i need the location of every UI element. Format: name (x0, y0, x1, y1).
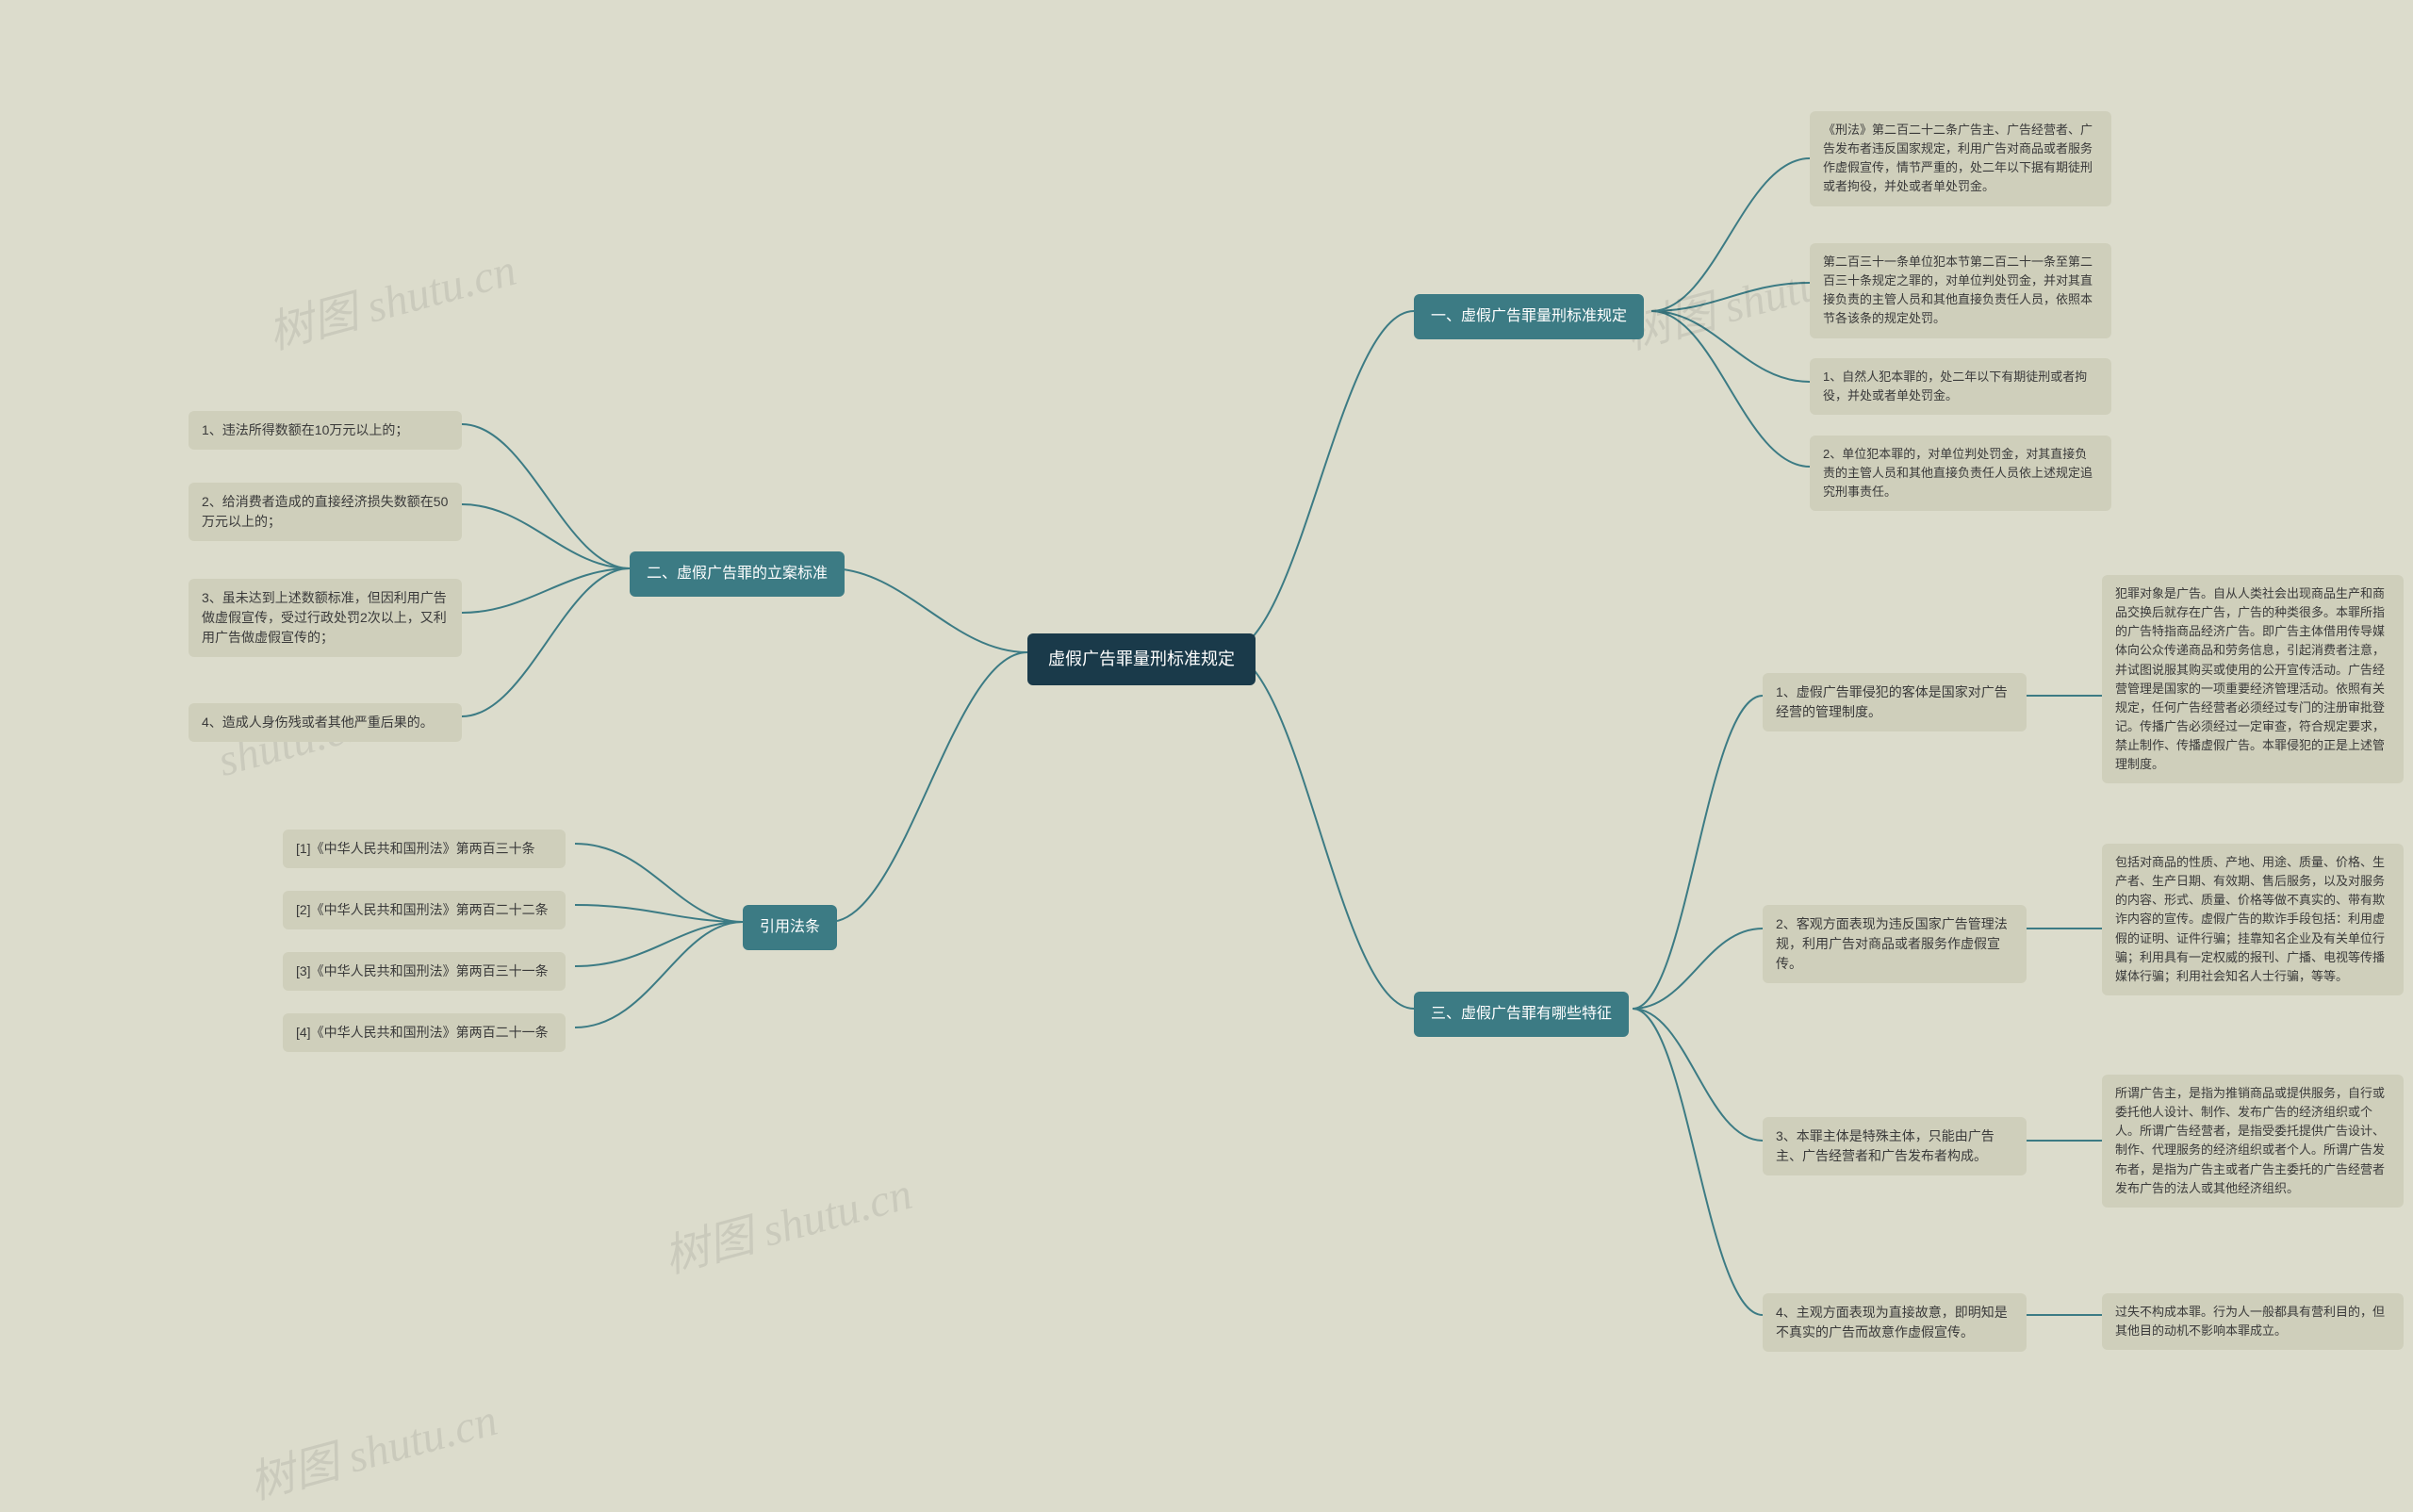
leaf-b3-2: 2、客观方面表现为违反国家广告管理法规，利用广告对商品或者服务作虚假宣传。 (1763, 905, 2027, 983)
leaf-b3-1-detail: 犯罪对象是广告。自从人类社会出现商品生产和商品交换后就存在广告，广告的种类很多。… (2102, 575, 2404, 783)
leaf-b4-1: [1]《中华人民共和国刑法》第两百三十条 (283, 830, 566, 868)
branch-characteristics[interactable]: 三、虚假广告罪有哪些特征 (1414, 992, 1629, 1037)
leaf-b3-3: 3、本罪主体是特殊主体，只能由广告主、广告经营者和广告发布者构成。 (1763, 1117, 2027, 1175)
leaf-b3-1: 1、虚假广告罪侵犯的客体是国家对广告经营的管理制度。 (1763, 673, 2027, 731)
branch-filing-standard[interactable]: 二、虚假广告罪的立案标准 (630, 551, 845, 597)
leaf-b4-3: [3]《中华人民共和国刑法》第两百三十一条 (283, 952, 566, 991)
leaf-b3-2-detail: 包括对商品的性质、产地、用途、质量、价格、生产者、生产日期、有效期、售后服务，以… (2102, 844, 2404, 995)
leaf-b2-3: 3、虽未达到上述数额标准，但因利用广告做虚假宣传，受过行政处罚2次以上，又利用广… (189, 579, 462, 657)
leaf-b4-2: [2]《中华人民共和国刑法》第两百二十二条 (283, 891, 566, 929)
branch-sentencing-standard[interactable]: 一、虚假广告罪量刑标准规定 (1414, 294, 1644, 339)
leaf-b3-3-detail: 所谓广告主，是指为推销商品或提供服务，自行或委托他人设计、制作、发布广告的经济组… (2102, 1075, 2404, 1208)
leaf-b2-4: 4、造成人身伤残或者其他严重后果的。 (189, 703, 462, 742)
root-node[interactable]: 虚假广告罪量刑标准规定 (1027, 633, 1256, 685)
leaf-b2-1: 1、违法所得数额在10万元以上的； (189, 411, 462, 450)
leaf-b1-3: 1、自然人犯本罪的，处二年以下有期徒刑或者拘役，并处或者单处罚金。 (1810, 358, 2111, 415)
leaf-b2-2: 2、给消费者造成的直接经济损失数额在50万元以上的； (189, 483, 462, 541)
leaf-b4-4: [4]《中华人民共和国刑法》第两百二十一条 (283, 1013, 566, 1052)
branch-cited-laws[interactable]: 引用法条 (743, 905, 837, 950)
leaf-b3-4-detail: 过失不构成本罪。行为人一般都具有营利目的，但其他目的动机不影响本罪成立。 (2102, 1293, 2404, 1350)
leaf-b3-4: 4、主观方面表现为直接故意，即明知是不真实的广告而故意作虚假宣传。 (1763, 1293, 2027, 1352)
leaf-b1-2: 第二百三十一条单位犯本节第二百二十一条至第二百三十条规定之罪的，对单位判处罚金，… (1810, 243, 2111, 338)
watermark: 树图 shutu.cn (260, 232, 522, 361)
watermark: 树图 shutu.cn (656, 1156, 918, 1285)
leaf-b1-1: 《刑法》第二百二十二条广告主、广告经营者、广告发布者违反国家规定，利用广告对商品… (1810, 111, 2111, 206)
mindmap-connectors (0, 0, 2413, 1508)
leaf-b1-4: 2、单位犯本罪的，对单位判处罚金，对其直接负责的主管人员和其他直接负责任人员依上… (1810, 436, 2111, 511)
watermark: 树图 shutu.cn (241, 1382, 503, 1511)
